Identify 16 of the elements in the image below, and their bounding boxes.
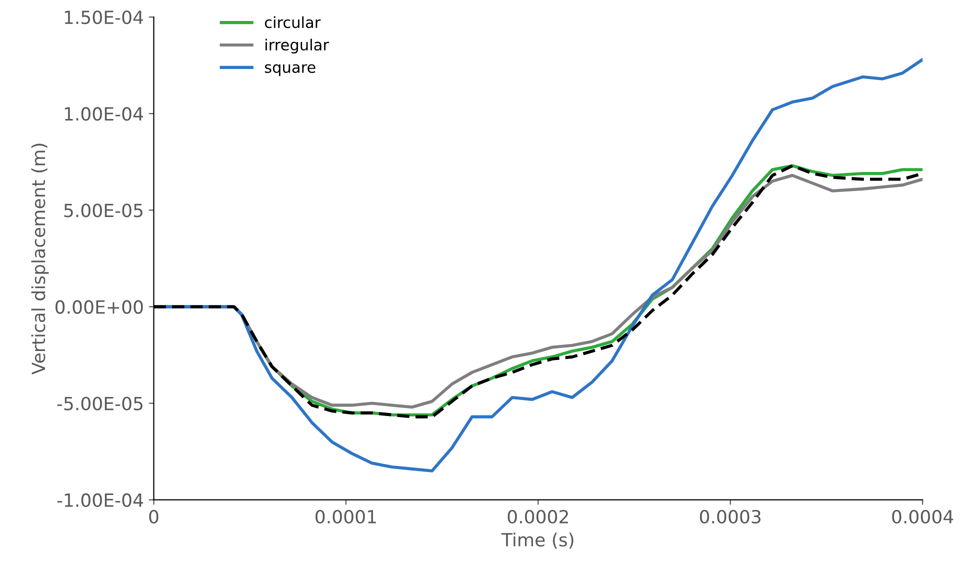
legend-label: square [264,64,316,76]
x-tick-label: 0.0003 [700,510,760,524]
x-axis-title: Time (s) [501,532,574,549]
x-tick-label: 0.0001 [316,510,376,524]
x-tick-label: 0 [149,510,158,524]
y-axis-title: Vertical displacement (m) [31,144,49,375]
y-tick-label: -1.00E-04 [57,493,144,507]
y-tick-label: 5.00E-05 [64,204,142,218]
y-tick-label: 1.50E-04 [64,10,144,24]
legend-label: irregular [266,38,329,54]
x-tick-label: 0.0004 [892,510,954,524]
y-tick-label: 1.00E-04 [64,107,144,121]
legend-label: circular [264,16,321,28]
y-tick-label: 0.00E+00 [56,300,143,314]
y-tick-label: -5.00E-05 [57,396,142,410]
x-tick-label: 0.0002 [508,510,568,524]
